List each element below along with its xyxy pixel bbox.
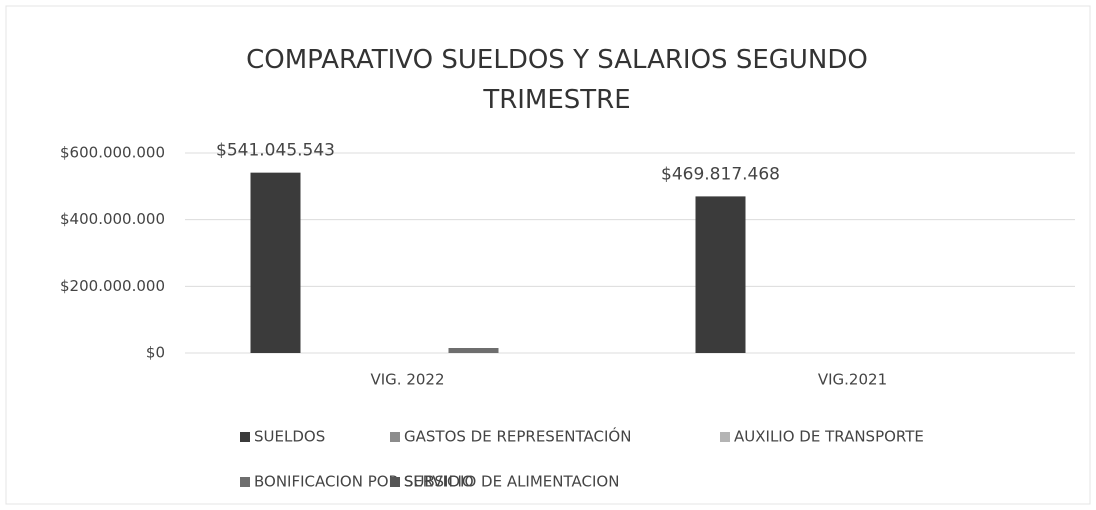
legend-swatch bbox=[240, 477, 250, 487]
legend-swatch bbox=[390, 477, 400, 487]
bar bbox=[250, 172, 301, 353]
legend-label: SUBSIDIO DE ALIMENTACION bbox=[404, 473, 619, 491]
x-tick-label: VIG. 2022 bbox=[370, 371, 444, 389]
legend-label: GASTOS DE REPRESENTACIÓN bbox=[404, 427, 631, 446]
legend-swatch bbox=[240, 432, 250, 442]
y-tick-label: $400.000.000 bbox=[60, 210, 165, 228]
x-tick-label: VIG.2021 bbox=[818, 371, 887, 389]
legend-swatch bbox=[390, 432, 400, 442]
bar bbox=[695, 196, 746, 353]
chart-frame bbox=[5, 5, 1091, 505]
legend-label: AUXILIO DE TRANSPORTE bbox=[734, 428, 924, 446]
y-tick-label: $0 bbox=[146, 344, 165, 362]
bar bbox=[448, 348, 499, 353]
legend-swatch bbox=[720, 432, 730, 442]
y-tick-label: $600.000.000 bbox=[60, 144, 165, 162]
chart-title: COMPARATIVO SUELDOS Y SALARIOS SEGUNDO TR… bbox=[246, 45, 868, 115]
data-label: $541.045.543 bbox=[216, 141, 335, 161]
data-label: $469.817.468 bbox=[661, 164, 780, 184]
legend-label: BONIFICACION POR SERVICIO bbox=[254, 473, 474, 491]
y-tick-label: $200.000.000 bbox=[60, 277, 165, 295]
legend-label: SUELDOS bbox=[254, 428, 325, 446]
